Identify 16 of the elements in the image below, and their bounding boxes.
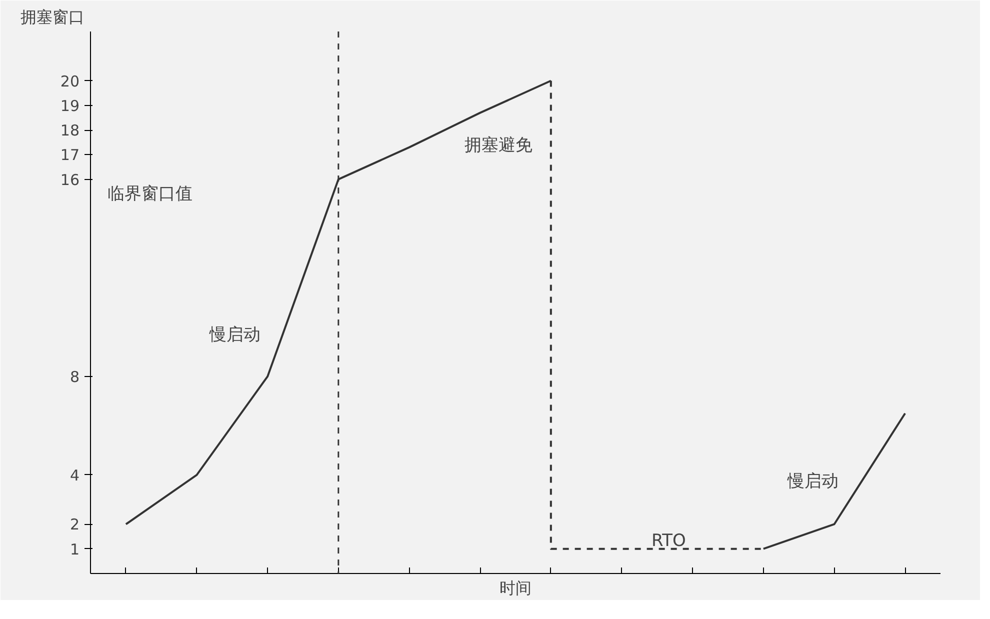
y-tick-label: 16 xyxy=(60,170,80,189)
y-tick-label: 2 xyxy=(70,516,80,534)
y-tick-label: 4 xyxy=(70,466,80,484)
y-tick-label: 1 xyxy=(70,540,80,558)
y-tick-label: 20 xyxy=(60,72,80,90)
annotation: 慢启动 xyxy=(786,471,838,492)
annotation: 拥塞避免 xyxy=(464,135,532,156)
y-axis-title: 拥塞窗口 xyxy=(20,8,84,26)
annotation: 慢启动 xyxy=(208,325,260,346)
x-axis-title: 时间 xyxy=(500,578,532,598)
y-tick-label: 8 xyxy=(70,368,80,386)
y-tick-label: 17 xyxy=(60,146,80,164)
annotation: 临界窗口值 xyxy=(108,184,192,204)
y-tick-label: 18 xyxy=(60,122,80,140)
annotation: RTO xyxy=(652,530,686,551)
y-tick-label: 19 xyxy=(60,96,80,115)
